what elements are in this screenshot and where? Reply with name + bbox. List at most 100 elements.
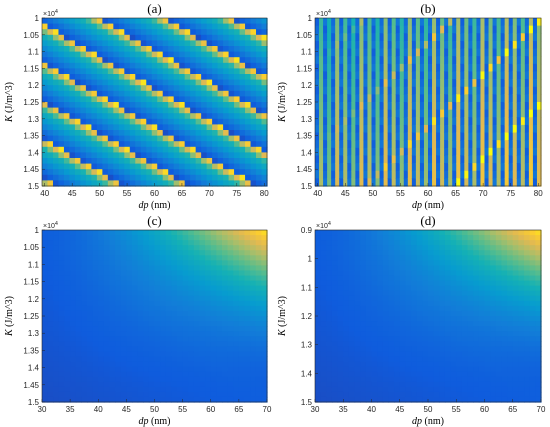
heatmap-cell <box>387 109 393 118</box>
heatmap-cell <box>143 386 150 393</box>
heatmap-cell <box>363 79 369 88</box>
heatmap-cell <box>492 18 498 27</box>
heatmap-cell <box>476 25 482 34</box>
heatmap-cell <box>184 62 191 69</box>
heatmap-cell <box>162 174 169 181</box>
heatmap-cell <box>129 34 136 41</box>
heatmap-cell <box>102 90 109 97</box>
heatmap-cell <box>255 270 262 277</box>
heatmap-cell <box>42 180 49 187</box>
heatmap-cell <box>42 245 49 251</box>
heatmap-cell <box>433 371 440 378</box>
heatmap-cell <box>179 102 186 109</box>
heatmap-cell <box>165 305 172 312</box>
y-tick-label: 1.5 <box>301 182 313 191</box>
heatmap-cell <box>444 79 449 88</box>
heatmap-cell <box>228 135 235 142</box>
heatmap-cell <box>146 51 153 58</box>
heatmap-cell <box>473 305 480 312</box>
y-tick-label: 1.45 <box>23 165 39 174</box>
heatmap-cell <box>199 250 206 256</box>
heatmap-cell <box>355 109 360 118</box>
heatmap-cell <box>419 102 425 111</box>
heatmap-cell <box>179 34 186 41</box>
heatmap-cell <box>109 316 116 322</box>
heatmap-cell <box>331 18 336 27</box>
heatmap-cell <box>343 351 350 358</box>
heatmap-cell <box>367 124 373 134</box>
heatmap-cell <box>87 361 94 368</box>
heatmap-cell <box>348 366 356 373</box>
heatmap-cell <box>234 23 241 30</box>
heatmap-cell <box>52 57 60 64</box>
heatmap-cell <box>319 178 324 187</box>
heatmap-cell <box>261 260 268 267</box>
heatmap-cell <box>456 270 463 277</box>
heatmap-cell <box>428 33 433 42</box>
heatmap-cell <box>432 163 437 172</box>
heatmap-cell <box>512 170 518 179</box>
heatmap-cell <box>143 361 150 368</box>
heatmap-cell <box>456 40 461 50</box>
heatmap-cell <box>461 326 469 332</box>
heatmap-cell <box>405 265 412 272</box>
heatmap-cell <box>337 376 344 383</box>
heatmap-cell <box>70 371 77 378</box>
heatmap-cell <box>126 386 133 393</box>
heatmap-cell <box>460 40 465 50</box>
heatmap-cell <box>394 376 401 383</box>
heatmap-cell <box>118 152 125 159</box>
heatmap-cell <box>85 90 92 97</box>
heatmap-cell <box>496 63 502 73</box>
heatmap-cell <box>405 230 412 236</box>
heatmap-cell <box>422 386 429 393</box>
heatmap-cell <box>193 366 201 373</box>
heatmap-cell <box>348 280 356 287</box>
heatmap-cell <box>109 366 116 373</box>
heatmap-cell <box>233 381 240 388</box>
heatmap-cell <box>250 124 257 131</box>
heatmap-cell <box>335 33 340 42</box>
heatmap-cell <box>87 275 94 282</box>
heatmap-cell <box>365 255 373 261</box>
heatmap-cell <box>126 341 133 347</box>
heatmap-cell <box>250 356 257 363</box>
heatmap-cell <box>42 96 49 103</box>
heatmap-cell <box>188 270 195 277</box>
heatmap-cell <box>383 170 389 179</box>
heatmap-cell <box>135 146 142 153</box>
heatmap-cell <box>168 79 175 86</box>
heatmap-cell <box>432 71 437 80</box>
heatmap-cell <box>255 326 262 332</box>
heatmap-cell <box>371 331 378 337</box>
heatmap-cell <box>367 56 373 65</box>
heatmap-cell <box>360 361 367 368</box>
heatmap-cell <box>244 376 251 383</box>
heatmap-cell <box>326 316 333 322</box>
heatmap-cell <box>177 305 184 312</box>
heatmap-cell <box>223 163 230 170</box>
heatmap-cell <box>217 74 224 81</box>
heatmap-cell <box>190 85 197 92</box>
heatmap-cell <box>58 270 66 277</box>
heatmap-cell <box>250 351 257 358</box>
heatmap-cell <box>113 152 120 159</box>
heatmap-cell <box>129 40 136 47</box>
heatmap-cell <box>244 391 251 398</box>
heatmap-cell <box>331 25 336 34</box>
heatmap-cell <box>416 316 423 322</box>
heatmap-cell <box>256 180 263 187</box>
heatmap-cell <box>201 124 208 131</box>
heatmap-cell <box>326 300 333 307</box>
heatmap-cell <box>42 265 49 272</box>
heatmap-cell <box>492 155 498 164</box>
heatmap-cell <box>411 48 417 57</box>
heatmap-cell <box>228 158 235 165</box>
heatmap-cell <box>184 146 191 153</box>
heatmap-cell <box>205 230 212 236</box>
heatmap-cell <box>47 290 54 297</box>
heatmap-cell <box>496 163 502 172</box>
heatmap-cell <box>377 275 384 282</box>
heatmap-cell <box>151 124 158 131</box>
heatmap-cell <box>205 366 212 373</box>
